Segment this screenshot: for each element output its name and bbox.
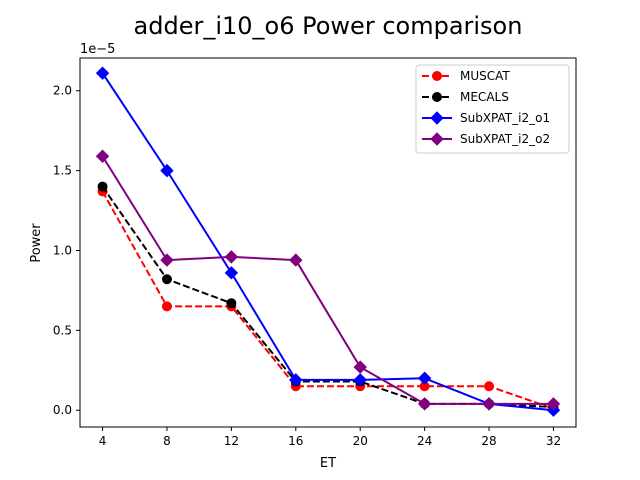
data-point: [97, 181, 108, 192]
legend-label: SubXPAT_i2_o1: [460, 111, 550, 125]
legend-label: SubXPAT_i2_o2: [460, 132, 550, 146]
y-axis-label: Power: [29, 223, 44, 263]
x-axis-label: ET: [320, 456, 336, 471]
data-point: [482, 397, 496, 411]
plot-frame: [79, 57, 577, 428]
x-tick-label: 12: [224, 434, 239, 448]
legend-marker: [430, 132, 444, 146]
y-offset-label: 1e−5: [80, 42, 115, 57]
data-point: [353, 360, 367, 374]
x-tick-label: 8: [163, 434, 171, 448]
chart-title: adder_i10_o6 Power comparison: [134, 12, 523, 40]
data-point: [161, 274, 172, 285]
legend-marker: [432, 71, 442, 81]
y-tick-label: 2.0: [53, 84, 72, 98]
x-tick-label: 4: [99, 434, 107, 448]
legend-entry: SubXPAT_i2_o1: [422, 111, 550, 125]
series-layer: [95, 66, 561, 417]
series-line: [101, 186, 554, 409]
x-tick-label: 32: [546, 434, 561, 448]
series-line: [101, 155, 554, 405]
legend-label: MUSCAT: [460, 69, 510, 83]
y-tick-label: 0.0: [53, 403, 72, 417]
x-tick-label: 20: [353, 434, 368, 448]
x-tick-label: 28: [481, 434, 496, 448]
y-tick-label: 0.5: [53, 323, 72, 337]
data-point: [95, 149, 110, 163]
data-point: [417, 397, 432, 411]
data-point: [289, 373, 303, 387]
data-point: [95, 66, 110, 80]
legend-box: [415, 64, 570, 154]
series-line: [101, 72, 554, 412]
data-point: [289, 253, 303, 267]
series-line: [101, 190, 554, 410]
data-point: [417, 371, 432, 385]
legend-marker: [432, 92, 442, 102]
y-tick-label: 1.5: [53, 164, 72, 178]
legend-entry: MECALS: [422, 90, 509, 104]
x-tick-label: 24: [417, 434, 432, 448]
axes: 4 8 12 16 20 24 28 32 0.0 0.5 1.0 1.5 2.0: [53, 57, 577, 448]
legend-entry: SubXPAT_i2_o2: [422, 132, 550, 146]
legend: MUSCAT MECALS SubXPAT_i2_o1 SubXPAT_i2_o2: [415, 64, 570, 154]
legend-entry: MUSCAT: [422, 69, 510, 83]
series-1: [97, 181, 559, 413]
legend-marker: [430, 111, 444, 125]
legend-label: MECALS: [460, 90, 509, 104]
x-tick-label: 16: [288, 434, 303, 448]
data-point: [224, 250, 239, 264]
y-tick-label: 1.0: [53, 243, 72, 257]
data-point: [546, 397, 561, 411]
data-point: [353, 373, 367, 387]
data-point: [160, 253, 174, 267]
data-point: [484, 381, 495, 392]
data-point: [226, 298, 237, 309]
data-point: [160, 163, 174, 178]
data-point: [224, 266, 239, 280]
data-point: [161, 301, 172, 312]
series-3: [95, 149, 561, 411]
